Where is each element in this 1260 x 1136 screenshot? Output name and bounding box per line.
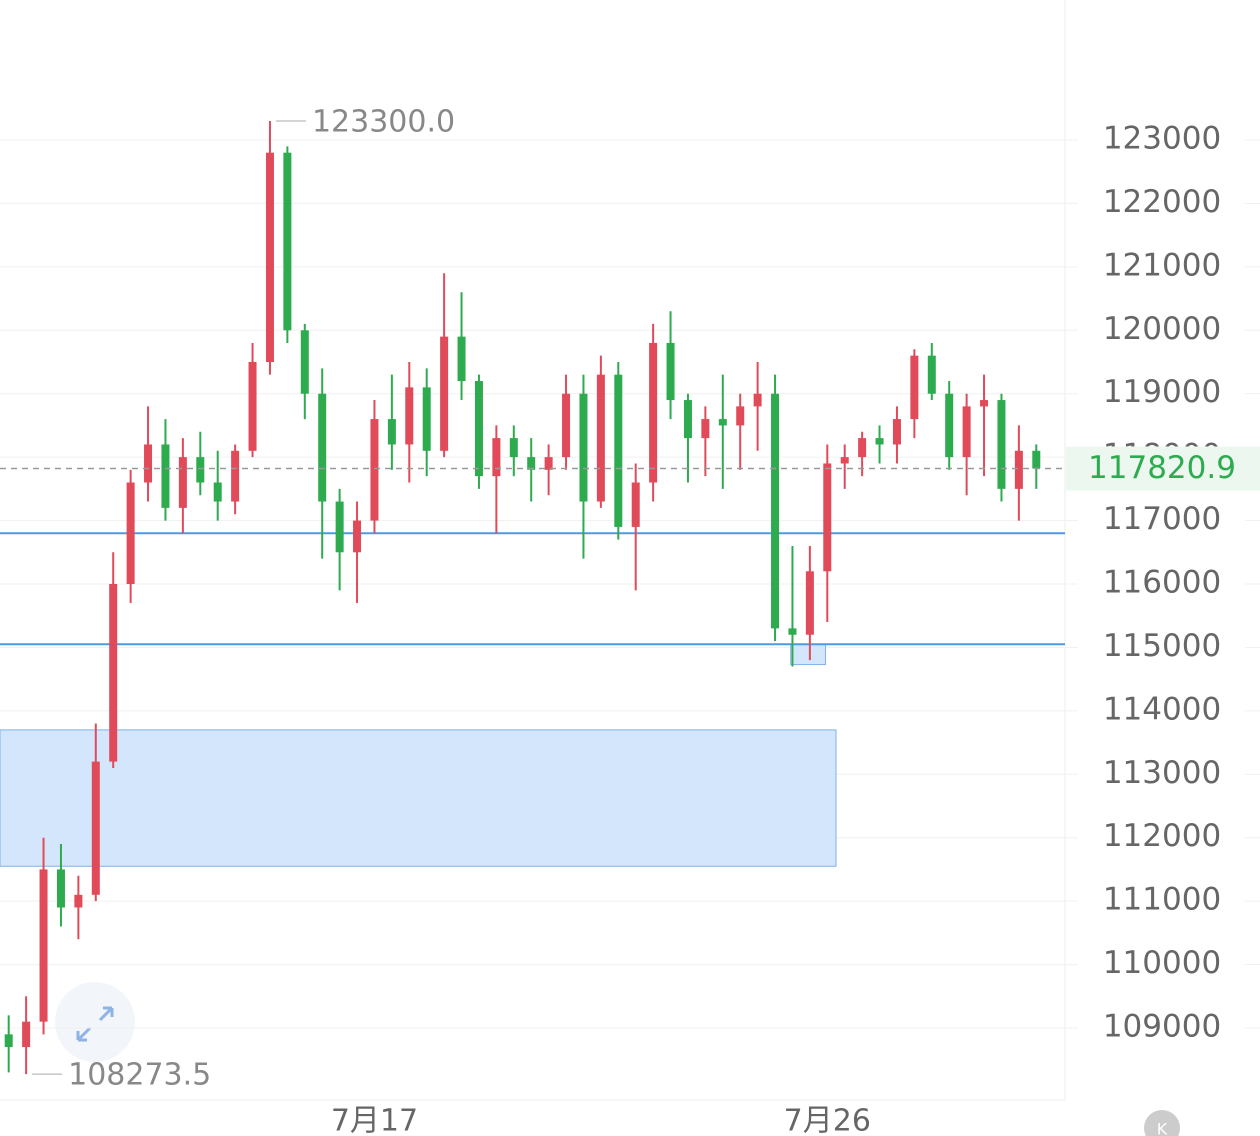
x-tick-label: 7月17 <box>331 1104 418 1136</box>
candle-body <box>736 406 745 426</box>
candle-body <box>771 393 780 629</box>
candle-body <box>422 387 431 451</box>
candle-body <box>788 628 797 635</box>
candle-body <box>1032 450 1041 469</box>
candle-body <box>265 152 274 362</box>
candle-body <box>196 457 205 483</box>
candle-body <box>805 571 814 635</box>
y-tick-label: 116000 <box>1103 564 1221 600</box>
candle-body <box>353 520 362 553</box>
candle-body <box>997 400 1006 489</box>
x-tick-label: 7月26 <box>784 1104 871 1136</box>
candle-body <box>980 400 989 407</box>
candle-body <box>840 457 849 464</box>
candle-body <box>283 152 292 331</box>
candle-body <box>666 342 675 401</box>
candle-body <box>1014 450 1023 489</box>
candle-body <box>126 482 135 584</box>
candle-body <box>962 406 971 458</box>
candle-body <box>74 894 83 908</box>
candle-body <box>649 342 658 483</box>
candle-body <box>701 419 710 439</box>
badge: K <box>1157 1120 1168 1136</box>
y-tick-label: 121000 <box>1103 247 1221 283</box>
expand-icon <box>76 1006 114 1042</box>
candle-body <box>387 419 396 445</box>
candle-body <box>718 419 727 426</box>
zone <box>790 643 827 666</box>
candle-body <box>945 393 954 458</box>
low-label: 108273.5 <box>68 1058 211 1093</box>
candle-body <box>318 393 327 502</box>
y-tick-label: 115000 <box>1103 628 1221 664</box>
candle-body <box>579 393 588 502</box>
y-tick-label: 109000 <box>1103 1009 1221 1045</box>
candle-body <box>614 374 623 527</box>
high-label: 123300.0 <box>312 104 455 139</box>
candle-body <box>858 438 867 458</box>
y-tick-label: 110000 <box>1103 945 1221 981</box>
candle-body <box>178 457 187 508</box>
candle-body <box>474 381 483 477</box>
candle-body <box>91 761 100 895</box>
candle-body <box>544 457 553 470</box>
candle-body <box>910 355 919 420</box>
candle-body <box>631 482 640 527</box>
candle-body <box>370 419 379 521</box>
candle-body <box>457 336 466 382</box>
candle-body <box>144 444 153 483</box>
candle-body <box>4 1034 13 1048</box>
candle-body <box>596 374 605 502</box>
candle-body <box>22 1021 31 1048</box>
price-label-bg <box>1066 446 1260 491</box>
candle-body <box>39 869 48 1022</box>
y-tick-label: 120000 <box>1103 311 1221 347</box>
candle-body <box>56 869 65 908</box>
candle-body <box>892 419 901 445</box>
y-tick-label: 114000 <box>1103 691 1221 727</box>
y-tick-label: 122000 <box>1103 184 1221 220</box>
zone <box>0 729 837 867</box>
candle-body <box>823 463 832 572</box>
candle-body <box>753 393 762 407</box>
y-tick-label: 123000 <box>1103 120 1221 156</box>
candle-body <box>492 438 501 477</box>
candle-body <box>527 457 536 470</box>
candle-body <box>231 450 240 502</box>
candle-body <box>562 393 571 458</box>
y-tick-label: 113000 <box>1103 755 1221 791</box>
candle-body <box>683 400 692 439</box>
y-tick-label: 112000 <box>1103 818 1221 854</box>
expand-button[interactable] <box>55 982 135 1062</box>
candle-body <box>875 438 884 445</box>
badge-bg[interactable] <box>1144 1110 1180 1136</box>
candle-body <box>213 482 222 502</box>
candle-body <box>300 330 309 394</box>
expand-bg <box>55 982 135 1062</box>
y-tick-label: 119000 <box>1103 374 1221 410</box>
candle-body <box>335 501 344 553</box>
candle-body <box>109 583 118 762</box>
candle-body <box>440 336 449 451</box>
candle-body <box>161 444 170 508</box>
y-tick-label: 117000 <box>1103 501 1221 537</box>
candle-body <box>248 361 257 451</box>
candle-body <box>405 387 414 445</box>
price-label: 117820.9 <box>1088 450 1236 486</box>
candle-body <box>509 438 518 458</box>
candle-body <box>927 355 936 394</box>
y-tick-label: 111000 <box>1103 882 1221 918</box>
